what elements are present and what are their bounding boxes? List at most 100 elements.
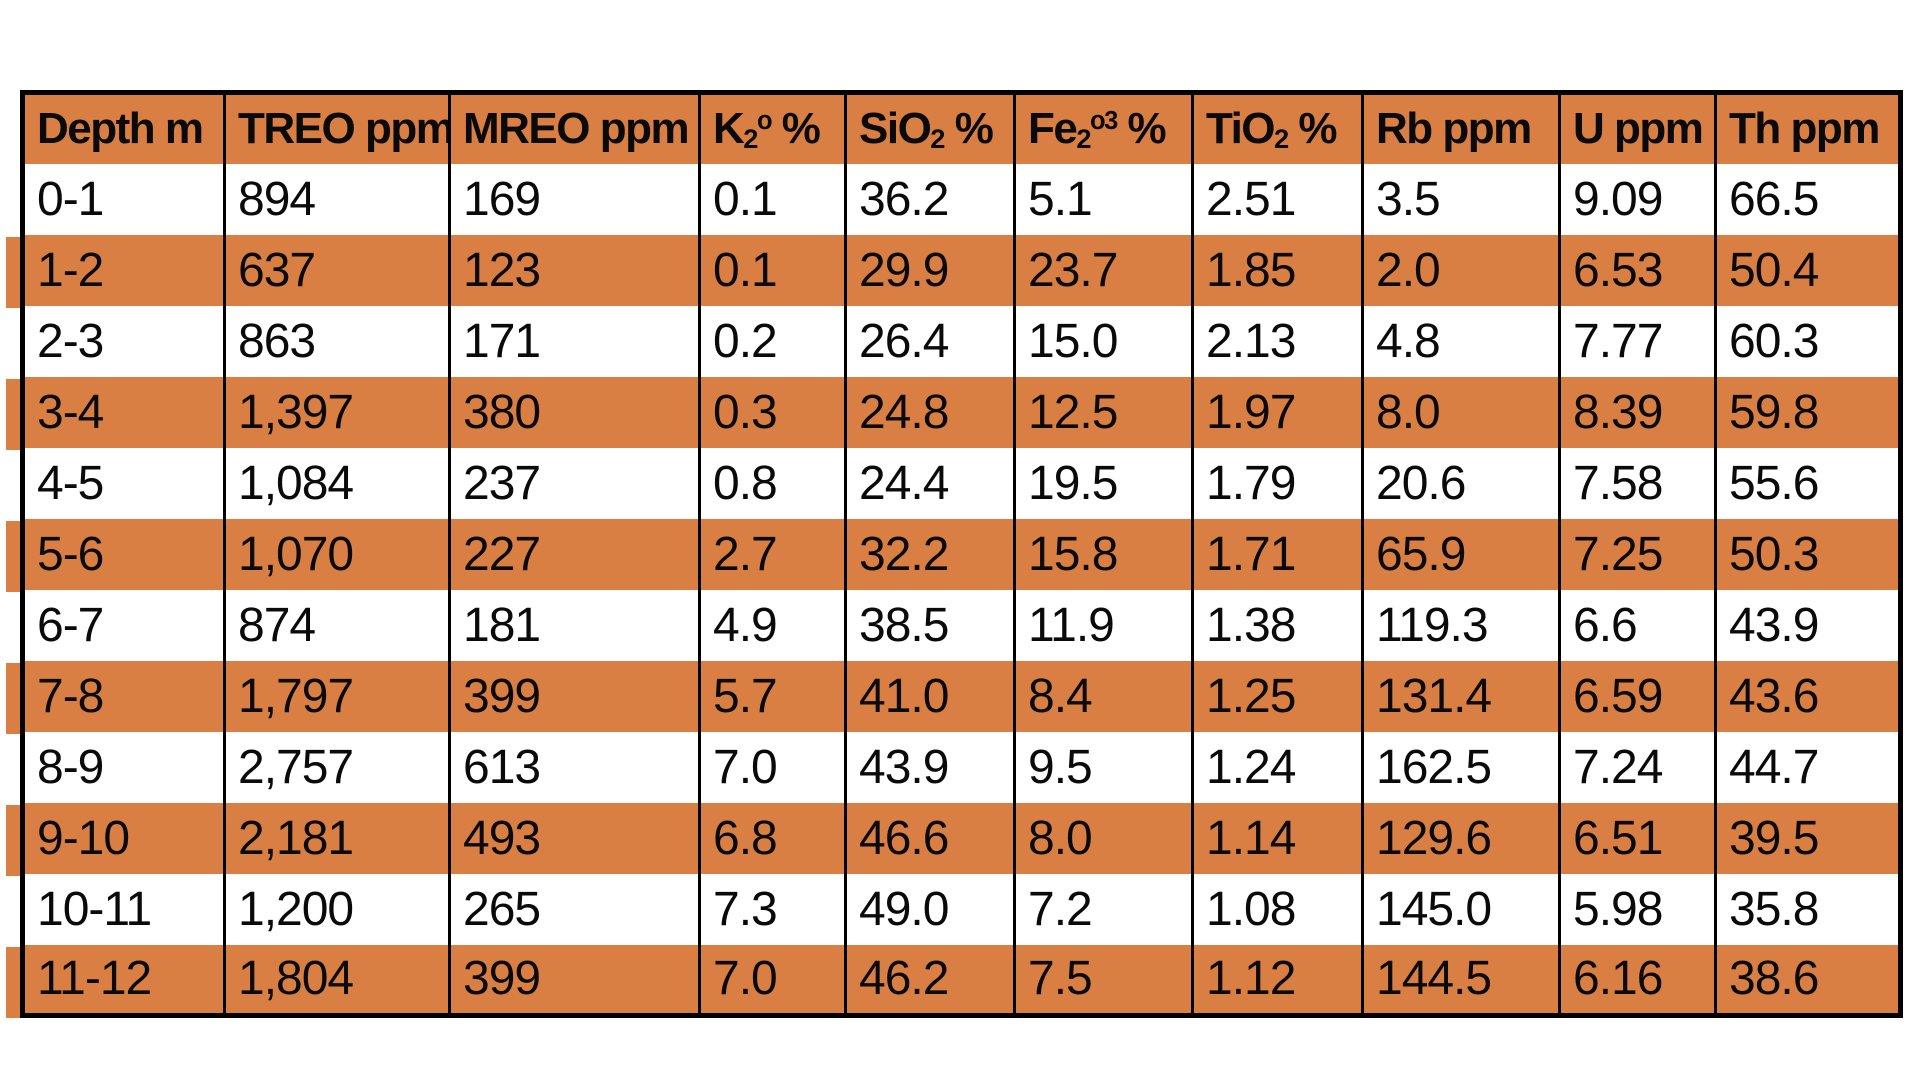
cell-treo: 874 <box>223 589 451 661</box>
table-row-5-6: 5-6 1,070 227 2.7 32.2 15.8 1.71 65.9 7.25 50.3 <box>21 518 1902 590</box>
cell-th: 44.7 <box>1714 731 1902 803</box>
header-row: Depth m TREO ppm MREO ppm K2o % SiO2 % Fe2o3 … <box>21 92 1902 164</box>
column-header-fe2o3: Fe2o3 % <box>1013 92 1194 164</box>
cell-u: 7.77 <box>1558 305 1717 377</box>
table-row-4-5: 4-5 1,084 237 0.8 24.4 19.5 1.79 20.6 7.58 55.6 <box>21 447 1902 519</box>
cell-th: 39.5 <box>1714 802 1902 874</box>
cell-fe2o3: 12.5 <box>1013 376 1194 448</box>
cell-u: 7.25 <box>1558 518 1717 590</box>
cell-sio2: 43.9 <box>844 731 1016 803</box>
cell-sio2: 24.4 <box>844 447 1016 519</box>
cell-k2o: 0.1 <box>698 234 847 306</box>
cell-k2o: 2.7 <box>698 518 847 590</box>
cell-treo: 2,181 <box>223 802 451 874</box>
cell-u: 6.51 <box>1558 802 1717 874</box>
cell-tio2: 1.79 <box>1191 447 1364 519</box>
cell-th: 43.6 <box>1714 660 1902 732</box>
cell-th: 50.4 <box>1714 234 1902 306</box>
cell-k2o: 6.8 <box>698 802 847 874</box>
cell-mreo: 399 <box>448 944 701 1016</box>
cell-mreo: 227 <box>448 518 701 590</box>
column-header-depth: Depth m <box>21 92 226 164</box>
cell-rb: 129.6 <box>1361 802 1561 874</box>
cell-mreo: 265 <box>448 873 701 945</box>
table-header: Depth m TREO ppm MREO ppm K2o % SiO2 % Fe2o3 … <box>21 92 1902 164</box>
cell-fe2o3: 7.5 <box>1013 944 1194 1016</box>
table-row-9-10: 9-10 2,181 493 6.8 46.6 8.0 1.14 129.6 6.51 39.5 <box>21 802 1902 874</box>
cell-treo: 1,070 <box>223 518 451 590</box>
cell-u: 5.98 <box>1558 873 1717 945</box>
cell-treo: 1,797 <box>223 660 451 732</box>
cell-treo: 894 <box>223 163 451 235</box>
cell-depth: 6-7 <box>21 589 226 661</box>
cell-mreo: 493 <box>448 802 701 874</box>
cell-treo: 2,757 <box>223 731 451 803</box>
table-body: 0-1 894 169 0.1 36.2 5.1 2.51 3.5 9.09 66.5 1-2 637… <box>21 163 1902 1016</box>
cell-fe2o3: 9.5 <box>1013 731 1194 803</box>
cell-mreo: 123 <box>448 234 701 306</box>
cell-depth: 7-8 <box>21 660 226 732</box>
cell-rb: 8.0 <box>1361 376 1561 448</box>
cell-k2o: 0.1 <box>698 163 847 235</box>
cell-sio2: 46.6 <box>844 802 1016 874</box>
column-header-k2o: K2o % <box>698 92 847 164</box>
cell-k2o: 0.2 <box>698 305 847 377</box>
cell-tio2: 1.85 <box>1191 234 1364 306</box>
cell-k2o: 0.8 <box>698 447 847 519</box>
cell-rb: 144.5 <box>1361 944 1561 1016</box>
cell-depth: 9-10 <box>21 802 226 874</box>
cell-th: 66.5 <box>1714 163 1902 235</box>
cell-u: 6.53 <box>1558 234 1717 306</box>
cell-sio2: 26.4 <box>844 305 1016 377</box>
cell-tio2: 1.24 <box>1191 731 1364 803</box>
cell-fe2o3: 8.0 <box>1013 802 1194 874</box>
cell-tio2: 1.25 <box>1191 660 1364 732</box>
cell-treo: 1,804 <box>223 944 451 1016</box>
cell-sio2: 38.5 <box>844 589 1016 661</box>
cell-u: 8.39 <box>1558 376 1717 448</box>
drillhole-assay-table: Depth m TREO ppm MREO ppm K2o % SiO2 % Fe2o3 … <box>20 90 1903 1018</box>
table-row-1-2: 1-2 637 123 0.1 29.9 23.7 1.85 2.0 6.53 50.4 <box>21 234 1902 306</box>
cell-tio2: 1.97 <box>1191 376 1364 448</box>
cell-th: 35.8 <box>1714 873 1902 945</box>
cell-k2o: 5.7 <box>698 660 847 732</box>
cell-fe2o3: 15.0 <box>1013 305 1194 377</box>
cell-mreo: 181 <box>448 589 701 661</box>
cell-tio2: 1.14 <box>1191 802 1364 874</box>
cell-rb: 4.8 <box>1361 305 1561 377</box>
cell-depth: 4-5 <box>21 447 226 519</box>
cell-rb: 145.0 <box>1361 873 1561 945</box>
cell-rb: 119.3 <box>1361 589 1561 661</box>
cell-th: 55.6 <box>1714 447 1902 519</box>
bleed-stripe <box>6 805 22 876</box>
cell-depth: 2-3 <box>21 305 226 377</box>
cell-k2o: 7.3 <box>698 873 847 945</box>
cell-th: 38.6 <box>1714 944 1902 1016</box>
cell-mreo: 169 <box>448 163 701 235</box>
cell-th: 59.8 <box>1714 376 1902 448</box>
column-header-mreo: MREO ppm <box>448 92 701 164</box>
row-stripe-bleed <box>6 90 22 1018</box>
table-row-2-3: 2-3 863 171 0.2 26.4 15.0 2.13 4.8 7.77 60.3 <box>21 305 1902 377</box>
assay-table-container: Depth m TREO ppm MREO ppm K2o % SiO2 % Fe2o3 … <box>6 90 1903 1018</box>
cell-mreo: 171 <box>448 305 701 377</box>
cell-fe2o3: 7.2 <box>1013 873 1194 945</box>
cell-th: 50.3 <box>1714 518 1902 590</box>
bleed-stripe <box>6 947 22 1018</box>
cell-treo: 637 <box>223 234 451 306</box>
cell-tio2: 1.71 <box>1191 518 1364 590</box>
table-row-6-7: 6-7 874 181 4.9 38.5 11.9 1.38 119.3 6.6 43.9 <box>21 589 1902 661</box>
cell-mreo: 380 <box>448 376 701 448</box>
bleed-stripe <box>6 663 22 734</box>
cell-fe2o3: 23.7 <box>1013 234 1194 306</box>
cell-sio2: 36.2 <box>844 163 1016 235</box>
cell-u: 9.09 <box>1558 163 1717 235</box>
cell-u: 6.59 <box>1558 660 1717 732</box>
cell-depth: 1-2 <box>21 234 226 306</box>
table-row-3-4: 3-4 1,397 380 0.3 24.8 12.5 1.97 8.0 8.39 59.8 <box>21 376 1902 448</box>
cell-treo: 1,397 <box>223 376 451 448</box>
bleed-stripe <box>6 521 22 592</box>
cell-depth: 8-9 <box>21 731 226 803</box>
cell-rb: 65.9 <box>1361 518 1561 590</box>
cell-tio2: 2.13 <box>1191 305 1364 377</box>
